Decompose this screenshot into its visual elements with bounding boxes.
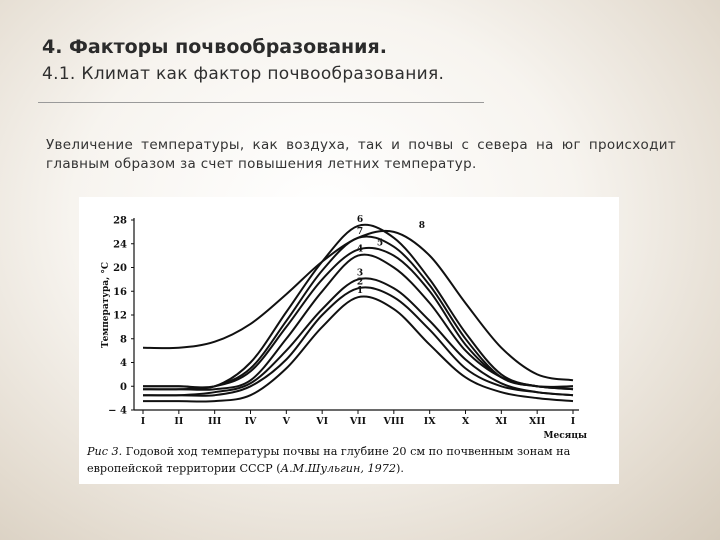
y-tick-label: 24 <box>113 239 127 250</box>
series-label-1: 1 <box>357 286 363 296</box>
y-tick-label: − 4 <box>108 406 127 417</box>
x-tick-label: I <box>571 416 576 427</box>
series-label-5: 5 <box>377 239 383 249</box>
x-tick-label: VI <box>315 416 328 427</box>
y-tick-label: 16 <box>113 287 127 298</box>
y-tick-label: 0 <box>120 382 127 393</box>
caption-end: ). <box>395 462 404 475</box>
caption-prefix: Рис 3. <box>87 445 123 458</box>
x-tick-label: III <box>208 416 222 427</box>
series-label-6: 6 <box>357 215 363 225</box>
x-tick-label: II <box>174 416 183 427</box>
y-tick-label: 28 <box>113 216 127 227</box>
x-tick-label: XII <box>529 416 546 427</box>
y-axis-title: Температура, °С <box>101 262 111 348</box>
y-tick-label: 4 <box>120 358 127 369</box>
series-line-2 <box>143 286 574 397</box>
x-tick-label: XI <box>495 416 507 427</box>
x-tick-label: V <box>282 416 291 427</box>
x-tick-label: X <box>462 416 470 427</box>
divider <box>38 102 484 103</box>
series-label-8: 8 <box>419 221 425 231</box>
series-label-3: 3 <box>357 268 363 278</box>
y-tick-label: 20 <box>113 263 127 274</box>
y-tick-label: 12 <box>113 311 127 322</box>
figure-caption: Рис 3. Годовой ход температуры почвы на … <box>87 443 615 477</box>
series-line-8 <box>142 229 574 382</box>
x-tick-label: I <box>141 416 146 427</box>
series-label-2: 2 <box>357 277 363 287</box>
series-line-1 <box>143 295 574 403</box>
x-tick-label: VIII <box>382 416 404 427</box>
caption-main: Годовой ход температуры почвы на глубине… <box>87 445 571 475</box>
x-tick-label: IV <box>245 416 257 427</box>
caption-author: А.М.Шульгин, 1972 <box>280 462 396 475</box>
series-line-3 <box>142 277 574 397</box>
y-tick-label: 8 <box>120 334 127 345</box>
body-text: Увеличение температуры, как воздуха, так… <box>46 137 676 172</box>
series-line-7 <box>142 235 574 391</box>
slide-subtitle: 4.1. Климат как фактор почвообразования. <box>42 64 445 84</box>
x-tick-label: VII <box>349 416 367 427</box>
x-axis-title: Месяцы <box>544 431 588 441</box>
series-label-7: 7 <box>357 227 363 237</box>
x-tick-label: IX <box>424 416 436 427</box>
figure-image: 28 24 20 16 12 8 4 0− 4 I II III IV V VI VII VIII IX X XI X… <box>79 197 619 484</box>
slide-title: 4. Факторы почвообразования. <box>42 36 387 58</box>
